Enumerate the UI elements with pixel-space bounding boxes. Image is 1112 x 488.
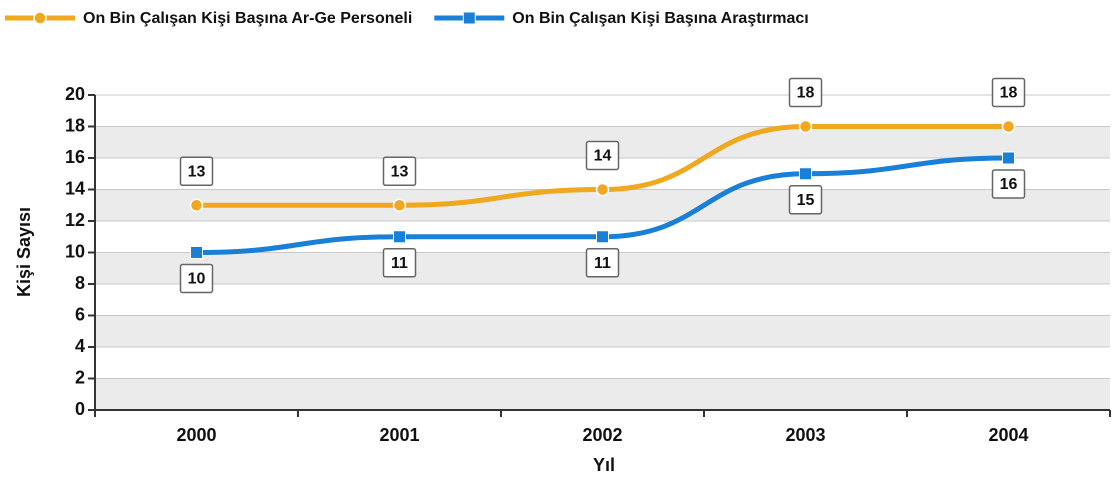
point (1002, 151, 1015, 165)
plot-band (95, 95, 1110, 127)
data-label: 11 (391, 255, 408, 272)
data-label: 11 (594, 255, 611, 272)
plot-band (95, 378, 1110, 410)
y-tick-label: 10 (65, 241, 85, 261)
data-label-box (585, 140, 620, 171)
x-axis-label: Yıl (593, 455, 615, 475)
point (1001, 119, 1016, 134)
data-label-box (788, 77, 823, 108)
point (799, 167, 812, 181)
data-label-box (991, 169, 1026, 199)
y-tick-label: 16 (65, 147, 85, 167)
point (393, 230, 406, 244)
y-tick-label: 0 (75, 399, 85, 419)
plot-band (95, 284, 1110, 316)
x-tick-label: 2004 (988, 425, 1028, 445)
y-tick-label: 18 (65, 115, 85, 135)
x-tick-label: 2000 (176, 425, 216, 445)
data-label-box (788, 185, 823, 215)
data-label: 15 (797, 192, 815, 209)
data-label: 13 (188, 163, 206, 180)
y-tick-label: 6 (75, 304, 85, 324)
legend-marker (462, 11, 476, 25)
legend-label: On Bin Çalışan Kişi Başına Araştırmacı (512, 10, 808, 27)
x-tick-label: 2001 (379, 425, 419, 445)
data-label: 18 (1000, 85, 1018, 102)
y-tick-label: 20 (65, 84, 85, 104)
data-label-box (991, 77, 1026, 108)
point (798, 119, 813, 134)
data-label: 10 (188, 271, 206, 288)
data-label-box (585, 248, 620, 278)
y-tick-label: 12 (65, 210, 85, 230)
x-tick-label: 2002 (582, 425, 622, 445)
y-tick-label: 8 (75, 273, 85, 293)
y-tick-label: 14 (65, 178, 85, 198)
data-label: 18 (797, 85, 815, 102)
point (189, 198, 204, 212)
data-label: 13 (391, 163, 409, 180)
y-axis-label: Kişi Sayısı (14, 207, 34, 297)
point (392, 198, 407, 212)
data-label: 14 (594, 148, 612, 165)
y-tick-label: 4 (75, 336, 85, 356)
plot-band (95, 315, 1110, 347)
data-label-box (179, 263, 214, 294)
y-tick-label: 2 (75, 367, 85, 387)
point (596, 230, 609, 244)
legend-label: On Bin Çalışan Kişi Başına Ar-Ge Persone… (83, 10, 412, 27)
point (190, 246, 203, 259)
data-label-box (382, 156, 417, 186)
data-label: 16 (1000, 176, 1018, 193)
x-tick-label: 2003 (785, 425, 825, 445)
data-label-box (179, 156, 214, 186)
legend-marker (33, 11, 47, 25)
data-label-box (382, 248, 417, 278)
point (595, 182, 610, 197)
plot-band (95, 347, 1110, 379)
